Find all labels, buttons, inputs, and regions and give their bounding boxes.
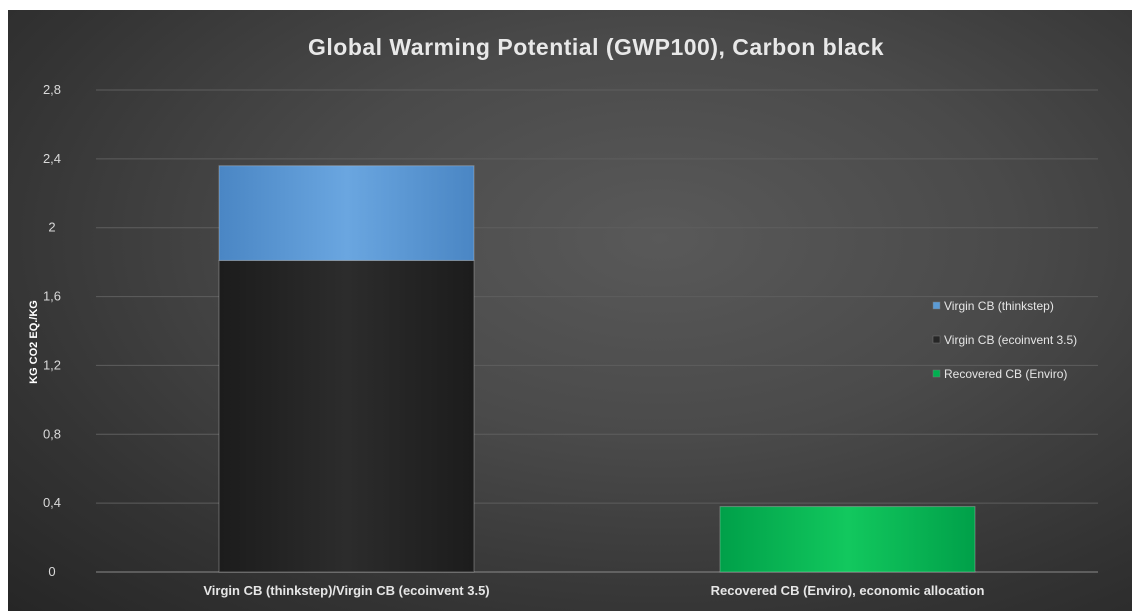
y-tick-label: 0,4: [43, 495, 61, 510]
y-tick-label: 1,6: [43, 289, 61, 304]
bar-chart: Global Warming Potential (GWP100), Carbo…: [28, 34, 1098, 598]
x-category-label: Recovered CB (Enviro), economic allocati…: [711, 583, 985, 598]
legend-swatch: [932, 369, 941, 378]
legend-label: Virgin CB (thinkstep): [944, 299, 1054, 313]
bar-segment: [719, 506, 976, 573]
y-axis-ticks: 0 0,4 0,8 1,2 1,6 2 2,4 2,8: [43, 82, 61, 579]
x-category-label: Virgin CB (thinkstep)/Virgin CB (ecoinve…: [203, 583, 489, 598]
legend-swatch: [932, 335, 941, 344]
x-axis-labels: Virgin CB (thinkstep)/Virgin CB (ecoinve…: [203, 583, 984, 598]
legend: Virgin CB (thinkstep) Virgin CB (ecoinven…: [932, 299, 1077, 381]
y-tick-label: 2,8: [43, 82, 61, 97]
legend-label: Recovered CB (Enviro): [944, 367, 1067, 381]
bar-segment: [218, 259, 475, 573]
y-tick-label: 0,8: [43, 426, 61, 441]
bars: [218, 165, 976, 573]
legend-swatch: [932, 301, 941, 310]
y-axis-label: KG CO2 EQ./KG: [28, 300, 40, 384]
legend-label: Virgin CB (ecoinvent 3.5): [944, 333, 1077, 347]
y-tick-label: 1,2: [43, 357, 61, 372]
y-tick-label: 2: [48, 220, 55, 235]
y-tick-label: 0: [48, 564, 55, 579]
y-tick-label: 2,4: [43, 151, 61, 166]
bar-segment: [218, 165, 475, 261]
chart-area: Global Warming Potential (GWP100), Carbo…: [8, 10, 1132, 611]
chart-title: Global Warming Potential (GWP100), Carbo…: [308, 34, 884, 60]
